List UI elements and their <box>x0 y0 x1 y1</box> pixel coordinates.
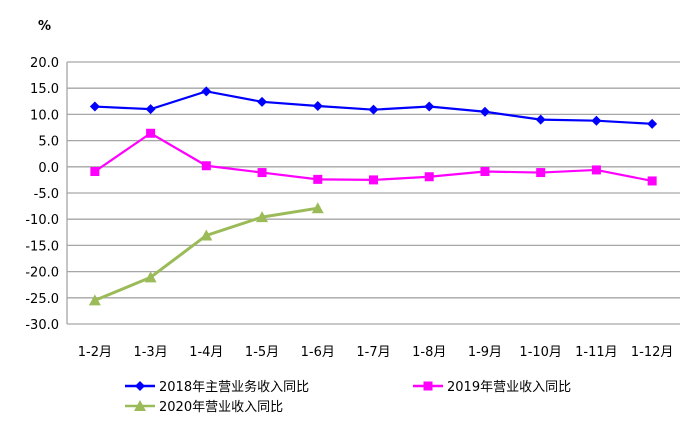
data-point-square <box>201 161 211 171</box>
data-point-diamond <box>257 96 268 107</box>
data-point-square <box>257 168 267 178</box>
x-tick-label: 1-10月 <box>519 345 562 360</box>
data-point-square <box>313 174 323 184</box>
x-tick-label: 1-2月 <box>78 345 112 360</box>
x-tick-label: 1-6月 <box>301 345 335 360</box>
data-point-square <box>146 128 156 138</box>
data-point-square <box>369 175 378 185</box>
data-point-diamond <box>535 114 546 125</box>
data-point-triangle <box>311 202 324 214</box>
data-point-square <box>536 168 546 178</box>
data-point-triangle <box>134 400 146 411</box>
data-point-diamond <box>145 104 156 115</box>
y-tick-label: -10.0 <box>25 213 59 228</box>
data-point-square <box>423 381 433 391</box>
y-tick-label: 20.0 <box>30 56 59 71</box>
data-point-square <box>647 176 657 186</box>
data-point-diamond <box>647 118 658 129</box>
data-point-square <box>90 167 100 177</box>
data-point-diamond <box>479 106 490 117</box>
y-tick-label: -30.0 <box>25 318 59 333</box>
y-tick-label: -20.0 <box>25 266 59 281</box>
data-point-square <box>424 172 434 182</box>
y-axis-unit-label: % <box>38 19 51 34</box>
x-tick-label: 1-4月 <box>189 345 223 360</box>
data-point-square <box>480 167 490 177</box>
series-line <box>94 206 319 302</box>
x-tick-label: 1-5月 <box>245 345 279 360</box>
x-tick-label: 1-7月 <box>356 345 390 360</box>
data-point-triangle <box>88 294 101 306</box>
data-point-diamond <box>201 86 212 97</box>
data-point-triangle <box>144 271 157 283</box>
data-point-triangle <box>256 211 269 223</box>
data-point-diamond <box>368 104 379 115</box>
data-point-diamond <box>424 101 435 112</box>
x-tick-label: 1-9月 <box>468 345 502 360</box>
x-tick-label: 1-8月 <box>412 345 446 360</box>
y-tick-label: -15.0 <box>25 239 59 254</box>
x-tick-label: 1-11月 <box>575 345 618 360</box>
y-tick-label: 5.0 <box>38 135 59 150</box>
y-tick-label: -25.0 <box>25 292 59 307</box>
data-point-triangle <box>200 229 213 241</box>
x-tick-label: 1-12月 <box>631 345 674 360</box>
data-point-diamond <box>312 101 323 112</box>
y-tick-label: 15.0 <box>30 82 59 97</box>
legend-label: 2018年主营业务收入同比 <box>159 379 309 395</box>
legend-label: 2020年营业收入同比 <box>159 400 283 415</box>
y-tick-label: -5.0 <box>34 187 59 202</box>
data-point-diamond <box>591 115 602 126</box>
data-point-diamond <box>135 381 145 391</box>
y-tick-label: 0.0 <box>38 161 59 176</box>
data-point-diamond <box>89 101 100 112</box>
data-point-square <box>591 165 601 175</box>
y-tick-label: 10.0 <box>30 108 59 123</box>
legend-label: 2019年营业收入同比 <box>447 380 571 395</box>
x-tick-label: 1-3月 <box>133 345 167 360</box>
